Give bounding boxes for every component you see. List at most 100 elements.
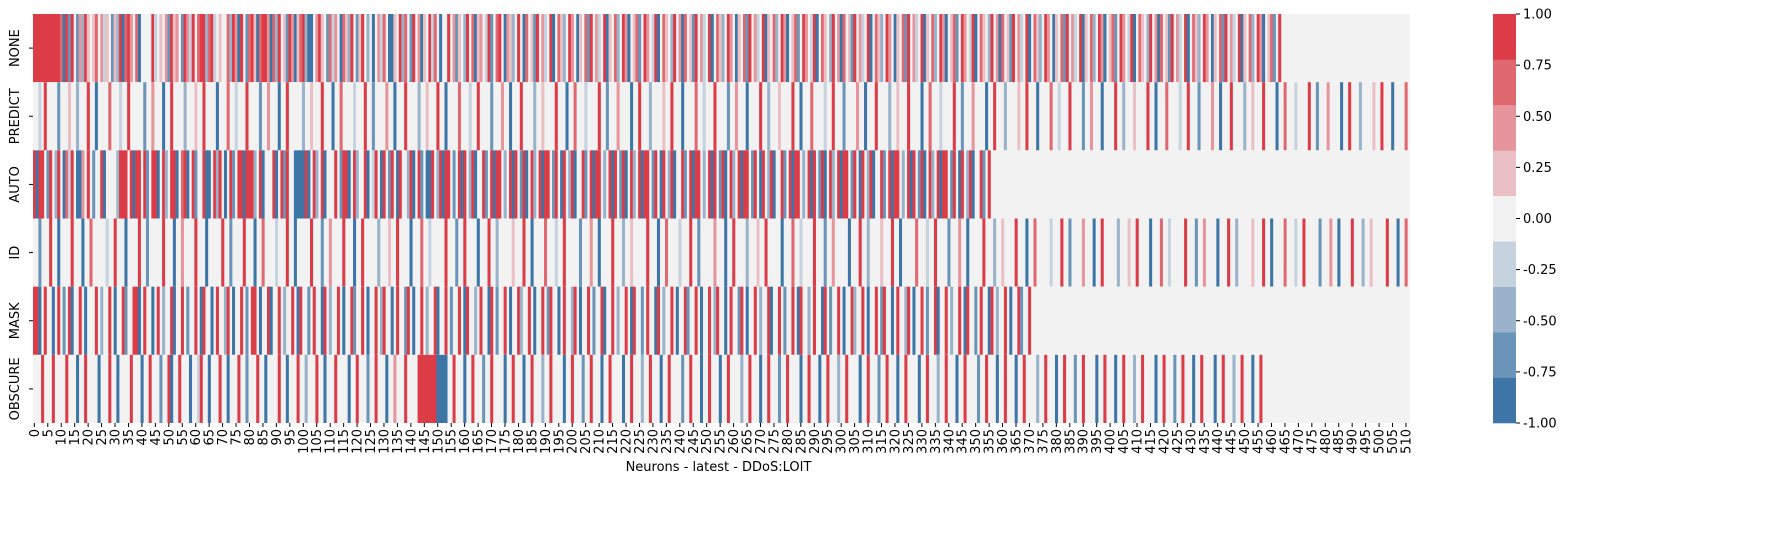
heatmap-cell <box>1114 354 1118 423</box>
heatmap-cell <box>893 14 897 83</box>
heatmap-cell <box>1060 218 1064 287</box>
heatmap-cell <box>293 150 297 219</box>
heatmap-cell <box>1294 82 1298 151</box>
heatmap-cell <box>648 354 652 423</box>
heatmap-cell <box>1197 82 1201 151</box>
heatmap-cell <box>1073 354 1077 423</box>
column-label: 255 <box>714 429 729 454</box>
heatmap-cell <box>552 150 556 219</box>
column-label: 400 <box>1104 429 1119 454</box>
heatmap-cell <box>296 14 300 83</box>
column-label: 120 <box>351 429 366 454</box>
heatmap-cell <box>269 286 273 355</box>
colorbar-segment <box>1493 195 1516 242</box>
heatmap-cell <box>597 82 601 151</box>
heatmap-cell <box>129 354 133 423</box>
heatmap-cell <box>1003 286 1007 355</box>
heatmap-cell <box>468 150 472 219</box>
heatmap-cell <box>76 150 80 219</box>
heatmap-cell <box>51 14 55 83</box>
heatmap-cell <box>802 150 806 219</box>
heatmap-cell <box>250 286 254 355</box>
colorbar-segment <box>1493 104 1516 151</box>
heatmap-cell <box>226 354 230 423</box>
heatmap-cell <box>159 354 163 423</box>
heatmap-cell <box>525 14 529 83</box>
heatmap-cell <box>371 14 375 83</box>
heatmap-cell <box>253 218 257 287</box>
heatmap-cell <box>759 354 763 423</box>
heatmap-cell <box>57 82 61 151</box>
heatmap-cell <box>726 82 730 151</box>
heatmap-cell <box>490 354 494 423</box>
column-label: 430 <box>1184 429 1199 454</box>
heatmap-cell <box>861 286 865 355</box>
heatmap-cell <box>172 14 176 83</box>
heatmap-cell <box>864 82 868 151</box>
heatmap-cell <box>562 286 566 355</box>
heatmap-cell <box>630 286 634 355</box>
heatmap-cell <box>137 150 141 219</box>
heatmap-cell <box>1302 218 1306 287</box>
column-label: 90 <box>270 429 285 446</box>
heatmap-cell <box>936 286 940 355</box>
heatmap-cell <box>344 14 349 83</box>
heatmap-cell <box>156 286 160 355</box>
heatmap-cell <box>810 14 814 83</box>
heatmap-cell <box>312 150 316 219</box>
heatmap-cell <box>151 14 155 83</box>
heatmap-cell <box>76 354 80 423</box>
heatmap-cell <box>570 354 574 423</box>
heatmap-cell <box>592 286 596 355</box>
heatmap-cell <box>277 14 281 83</box>
heatmap-cell <box>581 354 585 423</box>
column-label: 435 <box>1198 429 1213 454</box>
heatmap-cell <box>240 14 244 83</box>
heatmap-cell <box>304 354 308 423</box>
heatmap-cell <box>1130 14 1134 83</box>
column-label: 5 <box>41 429 56 437</box>
heatmap-cell <box>1385 218 1389 287</box>
column-label: 315 <box>875 429 890 454</box>
heatmap-cell <box>151 286 155 355</box>
heatmap-cell <box>301 150 305 219</box>
heatmap-cell <box>409 218 413 287</box>
heatmap-cell <box>46 150 50 219</box>
heatmap-cell <box>444 150 448 219</box>
heatmap-cell <box>533 82 537 151</box>
heatmap-cell <box>1159 14 1163 83</box>
heatmap-cell <box>1173 354 1177 423</box>
column-label: 140 <box>404 429 419 454</box>
heatmap-cell <box>1001 14 1005 83</box>
heatmap-cell <box>1391 82 1395 151</box>
heatmap-cell <box>1057 82 1061 151</box>
heatmap-cell <box>810 82 814 151</box>
heatmap-cell <box>799 354 803 423</box>
heatmap-cell <box>815 14 819 83</box>
heatmap-cell <box>939 150 943 219</box>
row-label: NONE <box>8 29 23 67</box>
heatmap-cell <box>925 286 929 355</box>
heatmap-cell <box>1221 14 1225 83</box>
heatmap-cell <box>769 150 773 219</box>
heatmap-cell <box>1146 14 1150 83</box>
heatmap-cell <box>519 82 523 151</box>
heatmap-cell <box>1033 218 1037 287</box>
heatmap-cell <box>791 218 795 287</box>
heatmap-cell <box>261 218 265 287</box>
column-label: 230 <box>646 429 661 454</box>
heatmap-cell <box>597 14 601 83</box>
heatmap-cell <box>167 354 171 423</box>
heatmap-cell <box>498 150 502 219</box>
heatmap-cell <box>675 286 679 355</box>
column-label: 320 <box>889 429 904 454</box>
heatmap-cell <box>979 150 983 219</box>
heatmap-cell <box>97 354 101 423</box>
heatmap-cell <box>202 82 206 151</box>
heatmap-cell <box>240 286 244 355</box>
heatmap-cell <box>1262 218 1266 287</box>
heatmap-cell <box>509 286 513 355</box>
heatmap-cell <box>1009 14 1013 83</box>
heatmap-cell <box>396 218 400 287</box>
heatmap-cell <box>627 14 631 83</box>
